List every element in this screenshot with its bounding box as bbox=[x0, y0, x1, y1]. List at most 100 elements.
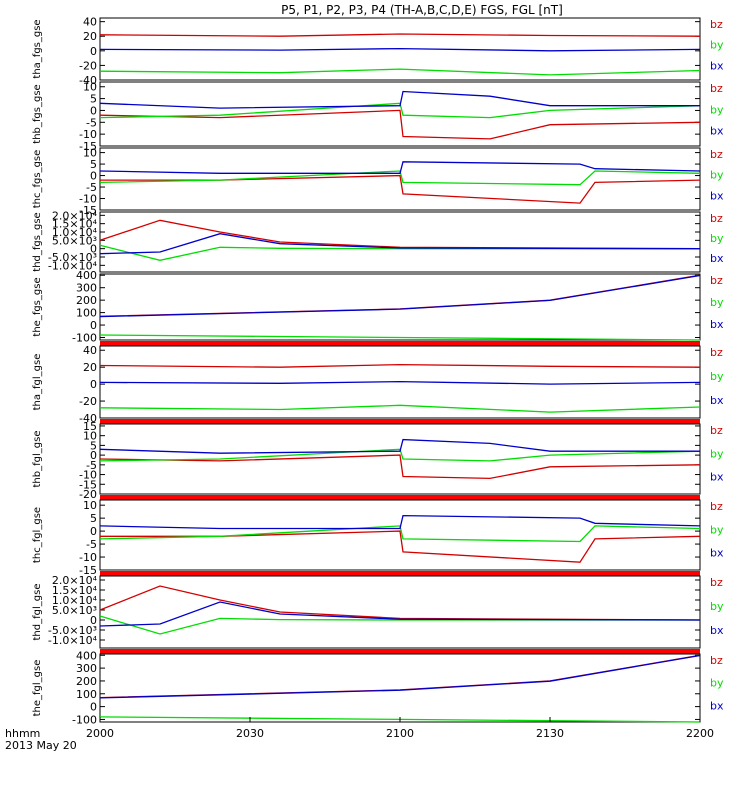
legend-by: by bbox=[710, 677, 724, 690]
y-tick-label: -40 bbox=[79, 74, 97, 87]
panel-frame bbox=[99, 273, 701, 341]
date-label: 2013 May 20 bbox=[5, 739, 77, 752]
y-tick-label: 0 bbox=[90, 104, 97, 117]
y-tick-label: -20 bbox=[79, 395, 97, 408]
series-line-bx bbox=[99, 438, 700, 454]
legend-bz: bz bbox=[710, 424, 723, 437]
series-line-by bbox=[99, 615, 700, 635]
y-tick-label: 0 bbox=[90, 243, 97, 256]
y-tick-label: 2.0×10⁴ bbox=[52, 574, 98, 587]
legend-bx: bx bbox=[710, 624, 724, 637]
series-line-bz bbox=[99, 454, 701, 480]
plot-title: P5, P1, P2, P3, P4 (TH-A,B,C,D,E) FGS, F… bbox=[281, 3, 563, 17]
y-tick-label: 0 bbox=[90, 378, 97, 391]
legend-by: by bbox=[710, 169, 724, 182]
y-tick-label: 0 bbox=[90, 449, 97, 462]
y-tick-label: -40 bbox=[79, 412, 97, 425]
y-tick-label: 0 bbox=[90, 319, 97, 332]
legend-bx: bx bbox=[710, 125, 724, 138]
y-tick-label: 2.0×10⁴ bbox=[52, 209, 98, 222]
separator-bar-1 bbox=[100, 341, 700, 346]
series-line-bx bbox=[99, 233, 701, 255]
y-tick-label: 400 bbox=[76, 269, 97, 282]
y-tick-label: 0 bbox=[90, 170, 97, 183]
y-tick-label: 1.5×10⁴ bbox=[52, 218, 98, 231]
y-tick-label: 10 bbox=[83, 499, 97, 512]
y-tick-label: 0 bbox=[90, 525, 97, 538]
panel-frame bbox=[99, 345, 701, 419]
legend-by: by bbox=[710, 370, 724, 383]
panel-frame bbox=[99, 17, 701, 81]
legend-bx: bx bbox=[710, 318, 724, 331]
y-tick-label: 100 bbox=[76, 307, 97, 320]
legend-bz: bz bbox=[710, 346, 723, 359]
series-line-bx bbox=[99, 161, 701, 174]
panel-9: 2.0×10⁴1.5×10⁴1.0×10⁴5.0×10³0-5.0×10³-1.… bbox=[32, 574, 724, 649]
y-tick-label: 40 bbox=[83, 16, 97, 29]
legend-bz: bz bbox=[710, 654, 723, 667]
y-tick-label: 0 bbox=[90, 614, 97, 627]
y-tick-label: 40 bbox=[83, 344, 97, 357]
y-axis-label: the_fgl_gse bbox=[32, 660, 43, 717]
legend-bz: bz bbox=[710, 274, 723, 287]
series-line-bz bbox=[99, 219, 701, 250]
series-line-by bbox=[99, 68, 701, 76]
series-line-bz bbox=[99, 585, 701, 621]
y-tick-label: -5 bbox=[86, 538, 97, 551]
legend-bz: bz bbox=[710, 18, 723, 31]
y-axis-label: thb_fgs_gse bbox=[32, 84, 43, 143]
y-tick-label: 10 bbox=[83, 81, 97, 94]
y-tick-label: -5.0×10³ bbox=[48, 624, 97, 637]
y-axis-label: thc_fgl_gse bbox=[32, 507, 43, 563]
series-line-by bbox=[99, 448, 701, 462]
legend-bz: bz bbox=[710, 576, 723, 589]
y-tick-label: -5 bbox=[86, 116, 97, 129]
y-tick-label: -10 bbox=[79, 551, 97, 564]
series-line-bx bbox=[99, 90, 700, 109]
legend-bx: bx bbox=[710, 394, 724, 407]
series-line-by bbox=[99, 334, 701, 341]
y-tick-label: -15 bbox=[79, 140, 97, 153]
series-line-by bbox=[99, 525, 701, 543]
y-tick-label: -5 bbox=[86, 459, 97, 472]
series-line-bx bbox=[99, 380, 701, 385]
y-tick-label: 1.0×10⁴ bbox=[52, 594, 98, 607]
y-tick-label: 15 bbox=[83, 420, 97, 433]
y-tick-label: -10 bbox=[79, 469, 97, 482]
series-line-by bbox=[99, 404, 701, 413]
y-tick-label: 400 bbox=[76, 649, 97, 662]
series-line-bx bbox=[99, 601, 701, 627]
y-tick-label: -15 bbox=[79, 564, 97, 577]
separator-bar-4 bbox=[100, 571, 700, 576]
legend-bz: bz bbox=[710, 212, 723, 225]
panel-4: 2.0×10⁴1.5×10⁴1.0×10⁴5.0×10³0-5.0×10³-1.… bbox=[32, 209, 724, 273]
y-tick-label: 5 bbox=[90, 439, 97, 452]
time-label: hhmm bbox=[5, 727, 40, 740]
series-line-by bbox=[99, 170, 701, 186]
panel-6: 40 20 0 -20 -40 tha_fgl_gse bz by bx bbox=[32, 344, 724, 425]
y-axis-label: tha_fgl_gse bbox=[32, 354, 43, 411]
y-tick-label: 1.5×10⁴ bbox=[52, 584, 98, 597]
y-axis-label: thd_fgs_gse bbox=[32, 212, 43, 271]
legend-by: by bbox=[710, 232, 724, 245]
series-line-bz bbox=[100, 530, 701, 563]
legend-bz: bz bbox=[710, 500, 723, 513]
panel-frame bbox=[99, 211, 701, 273]
y-tick-label: 10 bbox=[83, 147, 97, 160]
legend-bz: bz bbox=[710, 148, 723, 161]
legend-bx: bx bbox=[710, 471, 724, 484]
x-tick-label: 2200 bbox=[686, 727, 714, 740]
y-tick-label: 10 bbox=[83, 430, 97, 443]
panel-frame bbox=[99, 147, 701, 211]
y-tick-label: 20 bbox=[83, 30, 97, 43]
series-line-bz bbox=[99, 274, 701, 317]
panel-frame bbox=[99, 653, 701, 723]
panel-frame bbox=[99, 499, 701, 571]
y-tick-label: 5 bbox=[90, 93, 97, 106]
y-axis-label: thb_fgl_gse bbox=[32, 431, 43, 488]
y-tick-label: 0 bbox=[90, 45, 97, 58]
